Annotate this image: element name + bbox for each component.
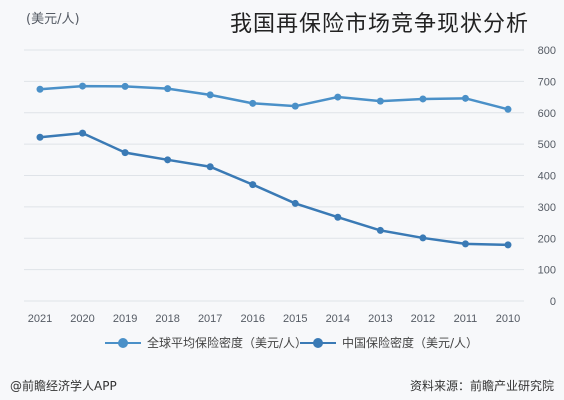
y-tick-label: 500 — [538, 139, 556, 151]
y-tick-label: 200 — [538, 233, 556, 245]
legend-swatch-global — [105, 337, 141, 348]
legend-item-china: 中国保险密度（美元/人） — [300, 334, 478, 351]
x-tick-label: 2019 — [113, 313, 137, 325]
legend-swatch-china — [300, 337, 336, 348]
global-data-point — [36, 85, 44, 93]
footer-right: 资料来源：前瞻产业研究院 — [409, 379, 554, 393]
legend-label-china: 中国保险密度（美元/人） — [342, 336, 479, 350]
china-data-point — [36, 133, 44, 141]
x-tick-label: 2014 — [326, 313, 350, 325]
china-data-point — [504, 241, 512, 249]
global-data-point — [79, 82, 87, 90]
global-data-point — [461, 94, 469, 102]
series-china-line — [39, 131, 509, 247]
china-data-point — [419, 234, 427, 242]
china-data-point — [79, 129, 87, 137]
global-data-point — [504, 105, 512, 113]
china-data-point — [334, 213, 342, 221]
y-tick-labels: 0 100 200 300 400 500 600 700 800 — [538, 45, 556, 308]
global-data-point — [164, 85, 172, 93]
y-tick-label: 400 — [538, 171, 556, 183]
y-tick-label: 600 — [538, 108, 556, 120]
x-tick-label: 2016 — [240, 313, 264, 325]
y-tick-label: 700 — [538, 76, 556, 88]
chart-subtitle: (美元/人) — [26, 12, 80, 27]
footer-left: @前瞻经济学人APP — [10, 379, 117, 393]
global-data-point — [291, 102, 299, 110]
china-data-point — [291, 199, 299, 207]
y-tick-label: 800 — [538, 45, 556, 57]
y-tick-label: 0 — [550, 296, 556, 308]
china-data-point — [206, 163, 214, 171]
legend: 全球平均保险密度（美元/人） 中国保险密度（美元/人） — [0, 330, 564, 354]
global-data-point — [376, 97, 384, 105]
x-tick-label: 2010 — [496, 313, 520, 325]
series-global-line — [39, 84, 509, 111]
x-tick-label: 2013 — [368, 313, 392, 325]
overlay-title: 我国再保险市场竞争现状分析 — [230, 12, 530, 37]
series-layer — [36, 82, 512, 249]
x-tick-labels: 2021 2020 2019 2018 2017 2016 2015 2014 2013 2012… — [28, 313, 520, 325]
y-tick-label: 300 — [538, 202, 556, 214]
global-data-point — [121, 82, 129, 90]
china-data-point — [461, 240, 469, 248]
legend-item-global: 全球平均保险密度（美元/人） — [105, 334, 307, 351]
china-data-point — [121, 149, 129, 157]
y-tick-label: 100 — [538, 265, 556, 277]
global-data-point — [249, 99, 257, 107]
china-data-point — [376, 226, 384, 234]
china-data-point — [249, 181, 257, 189]
x-tick-label: 2021 — [28, 313, 52, 325]
legend-label-global: 全球平均保险密度（美元/人） — [147, 336, 308, 350]
x-tick-label: 2012 — [411, 313, 435, 325]
china-data-point — [164, 156, 172, 164]
x-tick-label: 2015 — [283, 313, 307, 325]
global-data-point — [206, 91, 214, 99]
x-tick-label: 2017 — [198, 313, 222, 325]
x-tick-label: 2011 — [454, 313, 478, 325]
global-data-point — [419, 95, 427, 103]
x-tick-label: 2018 — [155, 313, 179, 325]
x-tick-label: 2020 — [70, 313, 94, 325]
grid-lines — [24, 49, 524, 302]
global-data-point — [334, 93, 342, 101]
